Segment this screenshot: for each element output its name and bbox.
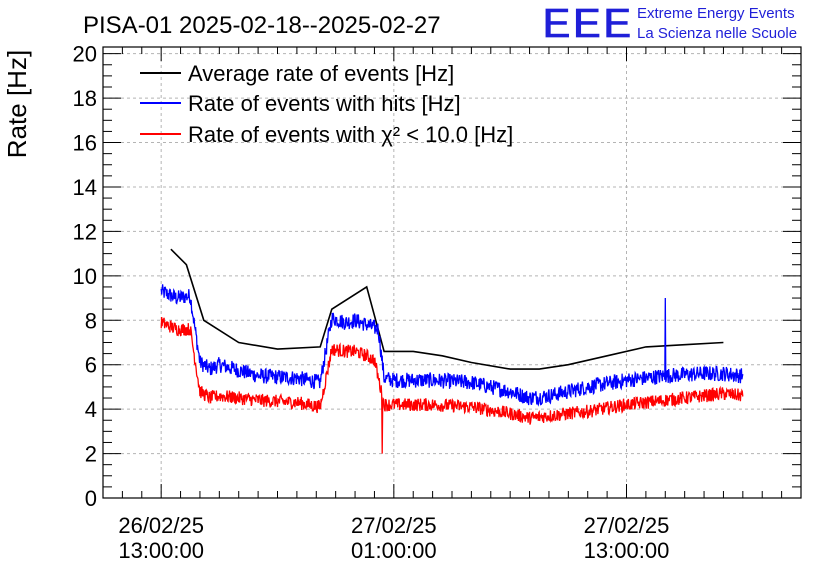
y-tick-label: 16	[73, 131, 97, 156]
y-tick-label: 12	[73, 219, 97, 244]
series-line-hits	[160, 284, 744, 407]
x-tick-label-date: 26/02/25	[118, 513, 204, 538]
legend-label-chi2: Rate of events with χ² < 10.0 [Hz]	[188, 122, 513, 147]
y-tick-label: 14	[73, 175, 97, 200]
x-tick-label-time: 13:00:00	[118, 538, 204, 563]
y-tick-label: 0	[85, 486, 97, 511]
y-tick-label: 6	[85, 353, 97, 378]
chart-title: PISA-01 2025-02-18--2025-02-27	[83, 12, 441, 39]
series-lines	[160, 248, 744, 454]
y-tick-label: 4	[85, 397, 97, 422]
org-subtitle: La Scienza nelle Scuole	[637, 25, 797, 42]
legend: Average rate of events [Hz] Rate of event…	[140, 61, 513, 147]
axes: 0246810121416182026/02/2513:00:0027/02/2…	[73, 42, 802, 563]
legend-label-average: Average rate of events [Hz]	[188, 61, 454, 86]
y-axis-label: Rate [Hz]	[2, 50, 32, 158]
y-tick-label: 2	[85, 442, 97, 467]
y-tick-label: 18	[73, 86, 97, 111]
y-tick-label: 10	[73, 264, 97, 289]
org-name: Extreme Energy Events	[637, 5, 795, 22]
series-line-average	[170, 248, 724, 370]
eee-logo: EEE	[542, 0, 633, 48]
x-tick-label-date: 27/02/25	[351, 513, 437, 538]
x-tick-label-date: 27/02/25	[584, 513, 670, 538]
series-line-chi2	[160, 316, 744, 454]
y-tick-label: 20	[73, 42, 97, 67]
y-tick-label: 8	[85, 308, 97, 333]
legend-label-hits: Rate of events with hits [Hz]	[188, 91, 461, 116]
x-tick-label-time: 01:00:00	[351, 538, 437, 563]
x-tick-label-time: 13:00:00	[584, 538, 670, 563]
